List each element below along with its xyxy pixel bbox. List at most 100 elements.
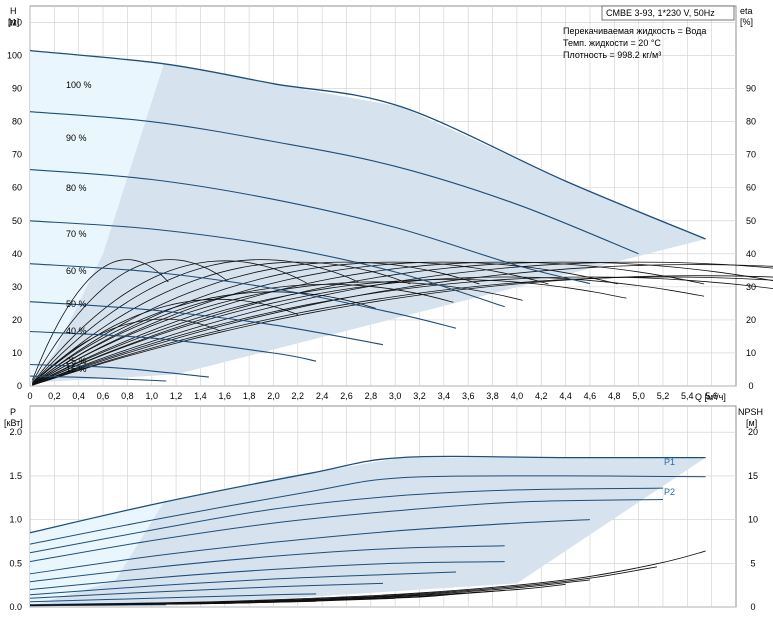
x-tick-label: 3,8 [486, 391, 499, 401]
x-tick-label: 3,2 [413, 391, 426, 401]
power-curve [29, 561, 505, 590]
head-curve [29, 363, 209, 378]
x-tick-label: 1,2 [170, 391, 183, 401]
speed-label: 60 % [66, 266, 87, 276]
efficiency-curve [32, 260, 307, 384]
power-chart-panel: 0.0 0.5 1.0 1.5 2.0 0 5 10 15 20 P [кВт] NPSH [м… [4, 405, 763, 612]
fluid-info: Перекачиваемая жидкость = Вода [563, 26, 706, 36]
npsh-tick-label: 10 [748, 515, 758, 525]
head-curve [29, 301, 384, 346]
efficiency-curve [32, 318, 221, 384]
x-tick-label: 4,8 [608, 391, 621, 401]
power-curve [29, 571, 457, 596]
y-tick-label: 90 [12, 84, 22, 94]
x-tick-label: 0,8 [121, 391, 134, 401]
y-tick-label: 60 [12, 183, 22, 193]
x-tick-label: 4,4 [559, 391, 572, 401]
eta-tick-label: 50 [746, 216, 756, 226]
speed-label: 100 % [66, 80, 92, 90]
eta-tick-label: 30 [746, 282, 756, 292]
y-axis-unit-right: [%] [740, 17, 753, 27]
x-axis-title: Q [м³/ч] [695, 392, 726, 402]
x-tick-label: 3,6 [462, 391, 475, 401]
x-tick-labels: 0 0,2 0,4 0,6 0,8 1,0 1,2 1,4 1,6 1,8 2,0 2,2 2,4 2,6… [27, 391, 717, 401]
power-curve [29, 593, 317, 603]
npsh-tick-label: 15 [748, 471, 758, 481]
power-envelope [30, 457, 706, 607]
y-axis-unit-left: [м] [8, 17, 19, 27]
x-tick-label: 2,8 [365, 391, 378, 401]
density-info: Плотность = 998.2 кг/м³ [563, 50, 661, 60]
npsh-y-tick-labels: 0 5 10 15 20 [748, 427, 758, 612]
speed-labels: 100 % 90 % 80 % 70 % 60 % 50 % 40 % 25 %15 % [66, 80, 92, 374]
eta-tick-label: 90 [746, 84, 756, 94]
x-tick-label: 1,8 [243, 391, 256, 401]
x-tick-label: 1,6 [219, 391, 232, 401]
y-axis-title-right: eta [740, 6, 753, 16]
power-tick-label: 0.0 [9, 602, 22, 612]
npsh-axis-title: NPSH [738, 407, 763, 417]
power-low-flow-area [30, 502, 164, 607]
y-tick-label: 110 [8, 18, 22, 28]
x-tick-label: 2,4 [316, 391, 329, 401]
npsh-tick-label: 5 [750, 558, 755, 568]
power-curve [29, 582, 384, 599]
speed-label: 15 % [66, 364, 87, 374]
x-tick-label: 0 [27, 391, 32, 401]
power-envelope-area [30, 457, 706, 607]
power-axis-title: P [10, 407, 16, 417]
operating-envelope [30, 50, 706, 383]
envelope-area [30, 50, 706, 383]
x-tick-label: 5,2 [657, 391, 670, 401]
power-tick-label: 1.5 [9, 471, 22, 481]
npsh-curve [29, 600, 317, 606]
head-curve [29, 330, 317, 362]
eta-tick-label: 40 [746, 249, 756, 259]
npsh-axis-unit: [м] [746, 418, 757, 428]
head-curve [29, 220, 505, 308]
p1-label: P1 [664, 457, 675, 467]
efficiency-curve [32, 276, 773, 386]
npsh-curves [29, 550, 706, 606]
y-tick-labels-left: 0 10 20 30 40 50 60 70 80 90 100 110 [7, 18, 22, 391]
x-tick-label: 0,4 [72, 391, 85, 401]
efficiency-curve [32, 259, 169, 380]
power-y-tick-labels: 0.0 0.5 1.0 1.5 2.0 [9, 427, 22, 612]
power-curve [29, 499, 664, 563]
x-tick-label: 5,4 [681, 391, 694, 401]
speed-label: 70 % [66, 229, 87, 239]
power-tick-label: 0.5 [9, 558, 22, 568]
efficiency-curve [32, 276, 705, 386]
head-curve [29, 111, 639, 255]
y-tick-label: 70 [12, 150, 22, 160]
speed-label: 80 % [66, 183, 87, 193]
y-tick-label: 30 [12, 282, 22, 292]
x-tick-label: 0,6 [97, 391, 110, 401]
efficiency-curve [32, 261, 411, 385]
low-flow-area [30, 50, 164, 383]
y-tick-label: 40 [12, 249, 22, 259]
pump-model-label: CMBE 3-93, 1*230 V, 50Hz [606, 8, 715, 18]
x-tick-label: 2,0 [267, 391, 280, 401]
y-tick-labels-right: 0 10 20 30 40 50 60 70 80 90 [746, 84, 756, 391]
head-curve [29, 169, 591, 285]
head-curve [29, 375, 167, 382]
power-curve [29, 475, 706, 545]
eta-tick-label: 70 [746, 150, 756, 160]
x-tick-label: 2,6 [340, 391, 353, 401]
power-tick-label: 1.0 [9, 515, 22, 525]
head-curves [29, 49, 706, 382]
power-curve [29, 487, 664, 554]
efficiency-curve [32, 264, 773, 386]
efficiency-curve [32, 261, 705, 386]
head-curve [29, 49, 706, 240]
power-curve [29, 545, 505, 583]
x-tick-label: 1,4 [194, 391, 207, 401]
npsh-tick-label: 0 [750, 602, 755, 612]
x-tick-label: 1,0 [145, 391, 158, 401]
head-curve [29, 263, 457, 329]
efficiency-curve [32, 261, 773, 386]
y-tick-label: 10 [12, 348, 22, 358]
eta-tick-label: 60 [746, 183, 756, 193]
